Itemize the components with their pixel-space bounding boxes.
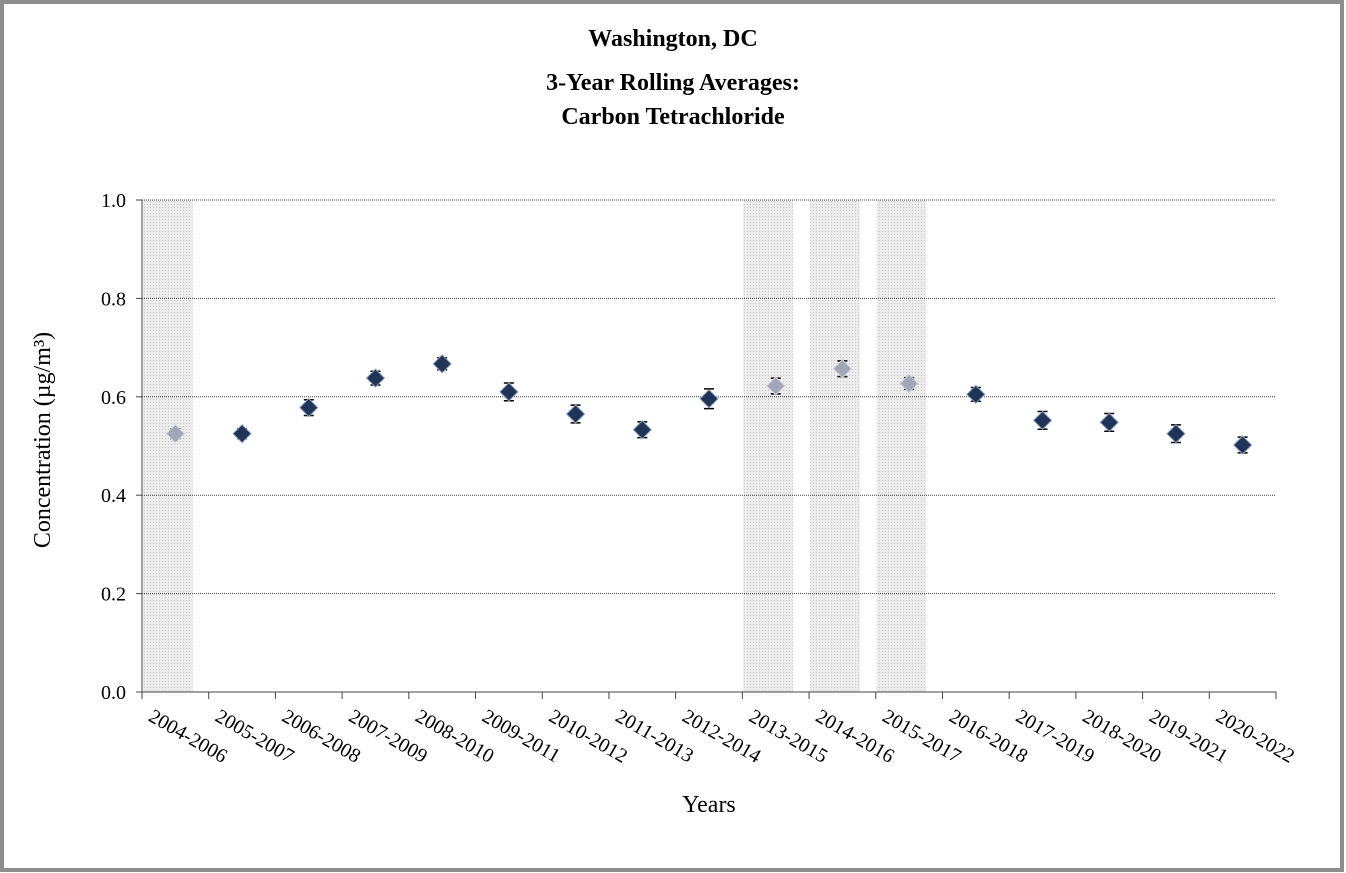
marker — [365, 368, 386, 388]
y-axis-label: Concentration (µg/m³) — [30, 332, 56, 548]
marker — [232, 423, 252, 444]
y-tick-label: 0.2 — [101, 584, 126, 606]
marker — [499, 382, 519, 402]
marker — [899, 373, 919, 394]
marker — [1032, 410, 1053, 431]
marker — [299, 397, 319, 418]
marker — [699, 389, 719, 409]
chart-title: Carbon Tetrachloride — [561, 104, 785, 130]
chart-title: Washington, DC — [588, 26, 757, 52]
y-tick-label: 1.0 — [101, 190, 126, 212]
marker — [432, 354, 452, 374]
marker — [565, 404, 586, 424]
y-tick-label: 0.8 — [101, 288, 126, 310]
shaded-band — [810, 200, 860, 692]
marker — [1099, 412, 1119, 433]
marker — [1232, 435, 1253, 455]
marker — [966, 384, 986, 405]
shaded-band — [743, 200, 794, 692]
y-tick-label: 0.0 — [101, 682, 126, 704]
marker — [1166, 423, 1186, 444]
shaded-band — [143, 200, 193, 692]
marker — [765, 376, 786, 396]
x-axis-label: Years — [682, 792, 736, 818]
y-tick-label: 0.4 — [101, 485, 126, 507]
marker — [832, 359, 853, 379]
y-tick-label: 0.6 — [101, 387, 126, 409]
chart-title: 3-Year Rolling Averages: — [546, 70, 800, 96]
shaded-band — [876, 200, 927, 692]
marker — [165, 423, 186, 444]
marker — [632, 420, 653, 440]
